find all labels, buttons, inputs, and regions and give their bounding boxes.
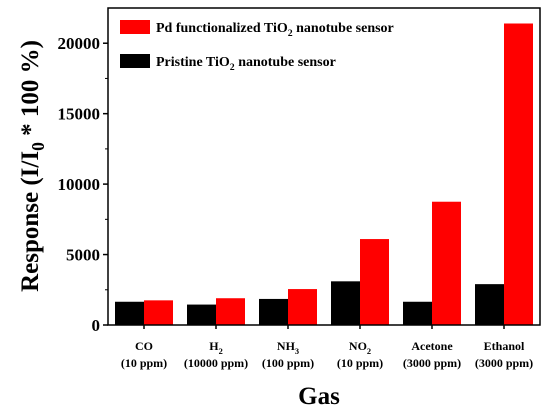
legend: Pd functionalized TiO2 nanotube sensorPr… — [120, 20, 394, 73]
bar-pristine-1 — [187, 304, 216, 325]
legend-label-part: nanotube sensor — [293, 21, 394, 36]
legend-label-part: Pd functionalized TiO — [156, 21, 288, 36]
x-category-label-part: NO — [349, 339, 367, 353]
y-tick-label: 10000 — [58, 175, 101, 194]
plot-frame — [107, 7, 541, 326]
legend-label-subscript: 2 — [230, 62, 235, 73]
x-category-label-part: Ethanol — [484, 339, 525, 353]
x-category-label: Ethanol — [484, 339, 525, 353]
legend-swatch — [120, 54, 150, 68]
y-axis-title-part: Response (I/I — [17, 151, 44, 292]
legend-label-part: Pristine TiO — [156, 55, 230, 70]
x-category-label: NH3 — [277, 339, 299, 356]
y-tick-label: 15000 — [58, 105, 101, 124]
legend-swatch — [120, 20, 150, 34]
x-category-sublabel: (3000 ppm) — [403, 356, 461, 370]
x-category-label: CO — [135, 339, 153, 353]
bar-pd-4 — [432, 201, 461, 325]
y-tick-label: 5000 — [66, 246, 100, 265]
bar-pristine-3 — [331, 281, 360, 325]
x-axis-category-labels: CO(10 ppm)H2(10000 ppm)NH3(100 ppm)NO2(1… — [121, 325, 533, 370]
y-axis-title-part: * 100 %) — [17, 40, 44, 142]
x-category-sublabel: (3000 ppm) — [475, 356, 533, 370]
y-axis-ticks: 0 5000 10000 15000 20000 — [58, 34, 108, 335]
legend-label-part: nanotube sensor — [235, 55, 336, 70]
x-category-sublabel: (10 ppm) — [337, 356, 383, 370]
x-category-label-part: H — [209, 339, 219, 353]
bar-pristine-5 — [475, 284, 504, 325]
bars — [115, 23, 533, 326]
x-category-label-subscript: 3 — [295, 347, 299, 356]
x-category-sublabel: (10000 ppm) — [184, 356, 248, 370]
x-category-sublabel: (100 ppm) — [262, 356, 314, 370]
y-axis-title: Response (I/I0 * 100 %) — [17, 40, 48, 292]
legend-label-subscript: 2 — [288, 28, 293, 39]
x-category-label-part: CO — [135, 339, 153, 353]
y-tick-label: 20000 — [58, 34, 101, 53]
bar-pd-0 — [144, 300, 173, 325]
bar-pristine-2 — [259, 298, 288, 325]
bar-pristine-4 — [403, 301, 432, 325]
bar-pristine-0 — [115, 301, 144, 325]
x-category-label: Acetone — [411, 339, 453, 353]
bar-pd-5 — [504, 23, 533, 326]
x-category-label-subscript: 2 — [367, 347, 371, 356]
x-category-sublabel: (10 ppm) — [121, 356, 167, 370]
x-category-label-part: Acetone — [411, 339, 453, 353]
x-category-label: H2 — [209, 339, 223, 356]
bar-pd-1 — [216, 298, 245, 325]
legend-label: Pristine TiO2 nanotube sensor — [156, 55, 336, 73]
y-tick-label: 0 — [92, 316, 101, 335]
bar-pd-3 — [360, 239, 389, 325]
bar-pd-2 — [288, 289, 317, 325]
legend-label: Pd functionalized TiO2 nanotube sensor — [156, 21, 394, 39]
x-axis-title: Gas — [298, 383, 340, 410]
x-category-label-subscript: 2 — [219, 347, 223, 356]
x-category-label-part: NH — [277, 339, 296, 353]
x-category-label: NO2 — [349, 339, 371, 356]
y-axis-title-subscript: 0 — [28, 142, 48, 151]
